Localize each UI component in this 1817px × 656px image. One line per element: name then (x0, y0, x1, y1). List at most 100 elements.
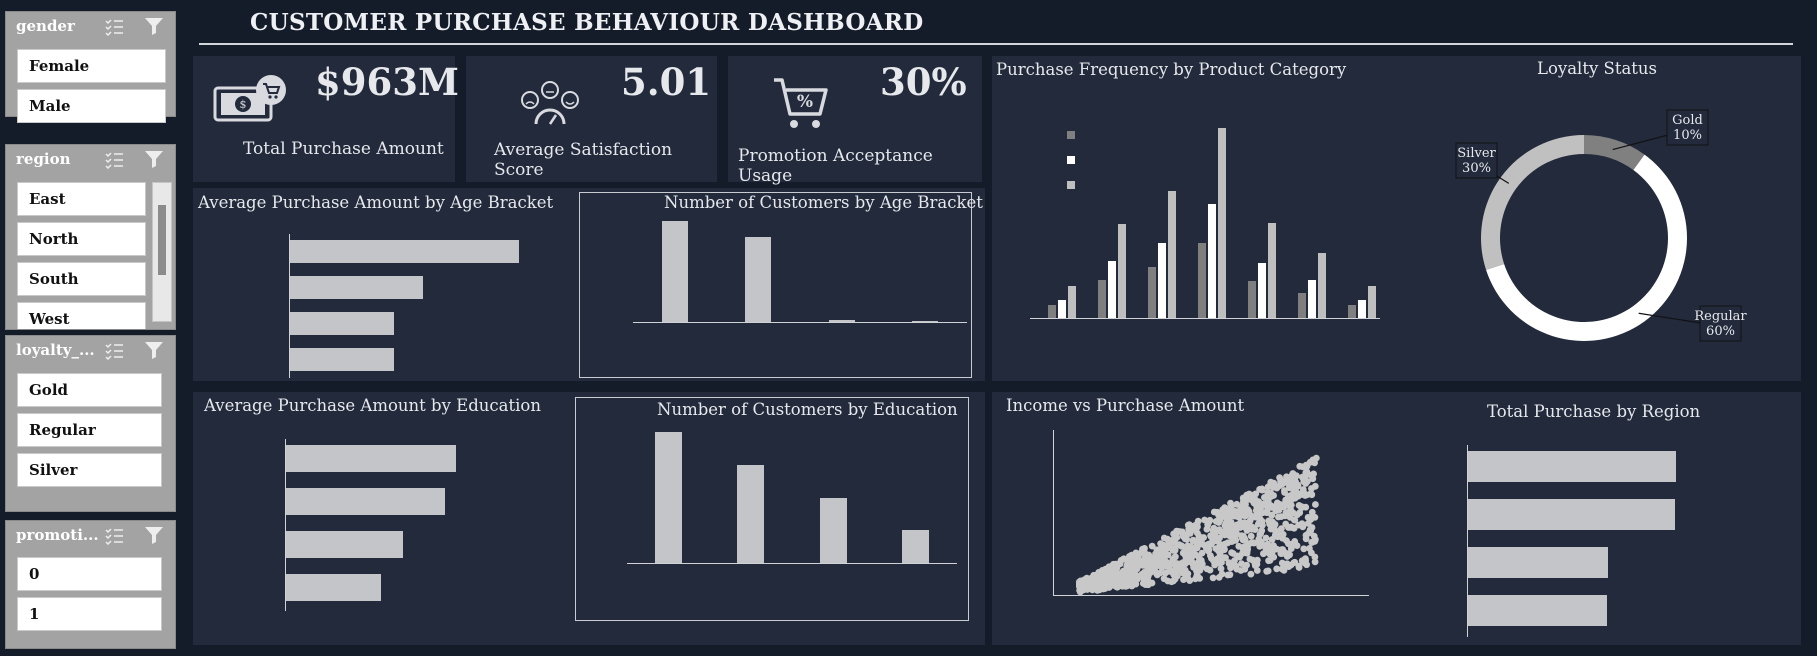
edu-count-bar-chart (575, 397, 969, 621)
scatter-point (1311, 558, 1319, 566)
scatter-point (1215, 526, 1223, 533)
scatter-point (1289, 470, 1297, 477)
slicer-item-regular[interactable]: Regular (17, 413, 162, 447)
slicer-scrollbar[interactable] (152, 182, 172, 322)
clear-filter-icon[interactable] (144, 16, 164, 36)
bar-frequent (1148, 267, 1156, 318)
chart-title: Average Purchase Amount by Education (204, 396, 541, 415)
x-axis (1030, 318, 1380, 319)
scatter-point (1300, 545, 1308, 553)
scatter-point (1127, 564, 1135, 571)
slicer-item-gold[interactable]: Gold (17, 373, 162, 407)
scatter-point (1288, 495, 1295, 503)
scatter-point (1296, 509, 1304, 517)
scatter-point (1243, 549, 1251, 557)
scatter-point (1222, 554, 1229, 562)
scatter-point (1220, 546, 1228, 554)
chart-title: Purchase Frequency by Product Category (996, 60, 1347, 79)
scatter-point (1181, 558, 1189, 565)
clear-filter-icon[interactable] (144, 340, 164, 360)
slicer-item-west[interactable]: West (17, 302, 146, 329)
scatter-point (1307, 490, 1315, 497)
scatter-point (1256, 486, 1263, 493)
scatter-point (1231, 557, 1238, 564)
scatter-point (1284, 479, 1292, 487)
frequency-grouped-bar-chart (992, 56, 1412, 381)
bar-occasional (1058, 300, 1066, 318)
slicer-item-0[interactable]: 0 (17, 557, 162, 591)
scatter-point (1288, 540, 1295, 548)
multi-select-icon[interactable] (104, 16, 124, 36)
multi-select-icon[interactable] (104, 149, 124, 169)
kpi-value: $963M (315, 60, 459, 104)
scatter-point (1136, 561, 1143, 569)
age-avg-bar-chart (193, 188, 573, 381)
scatter-point (1193, 561, 1201, 569)
multi-select-icon[interactable] (104, 340, 124, 360)
scrollbar-thumb[interactable] (158, 205, 166, 275)
x-axis (1053, 595, 1369, 596)
svg-text:$: $ (240, 98, 247, 111)
legend-swatch-occasional (1067, 156, 1075, 164)
scatter-point (1299, 523, 1307, 531)
bar-occasional (1108, 260, 1116, 318)
scatter-point (1239, 532, 1247, 540)
bar (290, 240, 520, 263)
scatter-point (1294, 482, 1302, 490)
chart-title: Loyalty Status (1537, 59, 1658, 78)
category-axis (1467, 445, 1468, 637)
scatter-point (1289, 509, 1297, 517)
education-panel: Average Purchase Amount by Education Num… (193, 392, 985, 645)
scatter-point (1231, 532, 1239, 540)
category-axis (289, 234, 290, 378)
scatter-point (1276, 482, 1284, 489)
scatter-point (1147, 561, 1155, 569)
clear-filter-icon[interactable] (144, 149, 164, 169)
scatter-point (1211, 536, 1219, 543)
scatter-point (1111, 563, 1119, 571)
slicer-item-silver[interactable]: Silver (17, 453, 162, 487)
scatter-point (1215, 511, 1222, 519)
slicer-title: loyalty_... (16, 341, 95, 359)
scatter-point (1210, 526, 1217, 534)
slicer-item-male[interactable]: Male (17, 89, 166, 123)
scatter-point (1175, 541, 1183, 549)
scatter-point (1138, 570, 1146, 578)
scatter-point (1302, 469, 1310, 477)
multi-select-icon[interactable] (104, 525, 124, 545)
scatter-point (1189, 536, 1197, 544)
slicer-item-east[interactable]: East (17, 182, 146, 216)
money-cart-icon: $ (213, 75, 286, 122)
scatter-point (1311, 482, 1319, 490)
scatter-point (1205, 540, 1213, 548)
data-label-value: 30% (1462, 161, 1491, 176)
scatter-point (1306, 526, 1314, 534)
scatter-point (1304, 514, 1312, 521)
scatter-point (1201, 516, 1208, 524)
scatter-point (1247, 570, 1255, 578)
scatter-point (1222, 530, 1230, 538)
slicer-item-female[interactable]: Female (17, 49, 166, 83)
scatter-point (1209, 574, 1217, 582)
scatter-point (1224, 539, 1232, 547)
chart-title: Income vs Purchase Amount (1006, 396, 1245, 415)
scatter-point (1194, 517, 1202, 525)
scatter-point (1216, 540, 1224, 548)
scatter-point (1258, 527, 1266, 535)
percent-cart-icon: % (774, 78, 828, 128)
scatter-point (1230, 526, 1237, 534)
scatter-point (1262, 534, 1270, 542)
scatter-point (1164, 559, 1172, 567)
scatter-point (1104, 568, 1112, 576)
scatter-point (1076, 581, 1083, 589)
clear-filter-icon[interactable] (144, 525, 164, 545)
scatter-point (1287, 523, 1295, 531)
scatter-point (1218, 559, 1225, 566)
slicer-item-south[interactable]: South (17, 262, 146, 296)
scatter-point (1253, 504, 1261, 511)
x-axis (633, 322, 967, 323)
scatter-point (1244, 506, 1252, 513)
slicer-item-1[interactable]: 1 (17, 597, 162, 631)
slicer-item-north[interactable]: North (17, 222, 146, 256)
age-count-bar-chart (579, 192, 972, 378)
